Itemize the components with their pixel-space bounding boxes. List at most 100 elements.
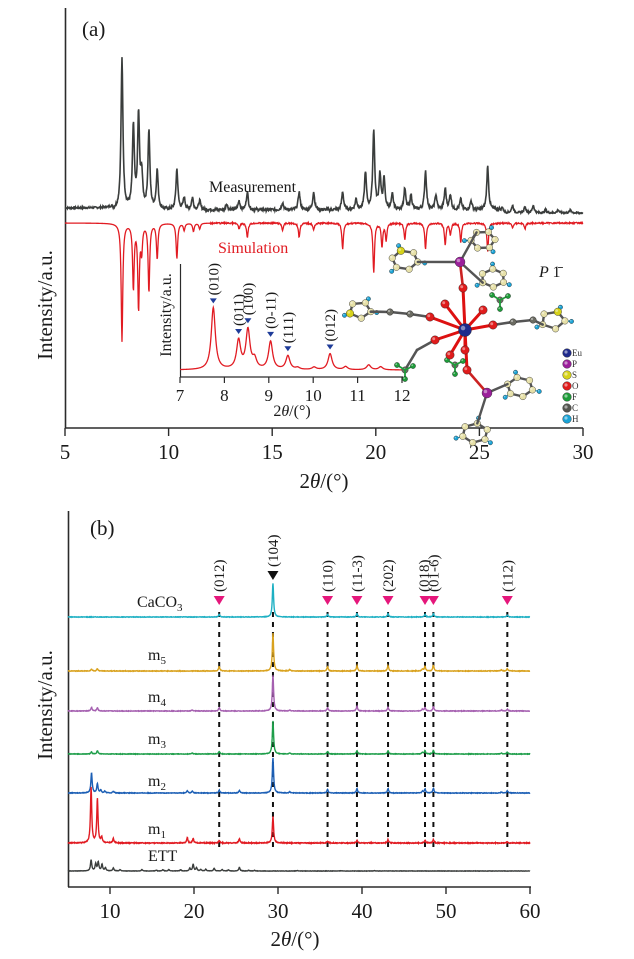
series-label-ett: ETT — [148, 848, 178, 865]
bond — [461, 286, 467, 332]
atom — [394, 362, 400, 368]
atom-highlight — [397, 244, 399, 246]
atom — [478, 305, 488, 315]
atom-highlight — [475, 245, 478, 249]
reflection-hkl-label: (010) — [206, 263, 222, 296]
atom — [519, 393, 527, 401]
atom-highlight — [490, 322, 494, 326]
atom-highlight — [490, 266, 493, 270]
simulation-label: Simulation — [218, 240, 288, 257]
atom-highlight — [483, 389, 488, 394]
measurement-series-line — [64, 57, 584, 216]
atom — [502, 394, 508, 400]
series-label-m4: m4 — [148, 689, 166, 709]
series-label-main: m — [148, 647, 161, 664]
atom-highlight — [490, 293, 493, 296]
atom-highlight — [359, 316, 362, 319]
atom — [536, 389, 542, 394]
reflection-hkl-label: (018) — [417, 560, 433, 593]
legend-label-f: F — [572, 392, 577, 402]
inset-x-tick-label: 7 — [176, 386, 185, 405]
panel-b-series — [67, 583, 531, 873]
bond — [458, 231, 478, 264]
atom — [481, 387, 493, 399]
atom — [402, 376, 408, 382]
atom — [490, 249, 496, 255]
series-line-m2 — [68, 757, 531, 795]
inset-simulation-line — [179, 304, 402, 371]
series-line-caco3 — [67, 583, 531, 619]
x-tick-label: 15 — [262, 440, 283, 464]
atom-highlight — [562, 318, 566, 322]
panel-a: (a) Intensity/a.u. 5 10 15 20 25 30 2θ/(°) Me… — [33, 8, 594, 493]
legend-swatch-highlight — [564, 394, 568, 398]
atom-highlight — [541, 311, 545, 315]
atom — [452, 371, 458, 377]
atom-highlight — [395, 363, 398, 366]
panel-b-x-axis-title: 2θ/(°) — [270, 927, 319, 951]
series-line-m1 — [67, 786, 531, 846]
bond — [403, 348, 419, 372]
atom — [460, 345, 470, 355]
atom — [405, 265, 413, 273]
series-label-subscript: 1 — [160, 829, 166, 841]
atom-highlight — [470, 440, 473, 443]
x-tick-label: 10 — [100, 899, 121, 923]
series-line-m5 — [67, 632, 531, 673]
atom — [529, 316, 537, 324]
atom-highlight — [506, 294, 509, 297]
atom-highlight — [363, 300, 366, 303]
atom-highlight — [394, 265, 397, 268]
atom-highlight — [447, 352, 451, 356]
atom-highlight — [507, 283, 510, 285]
x-tick-label: 20 — [365, 440, 386, 464]
reflection-hkl-label: (110) — [321, 560, 337, 592]
atom-highlight — [403, 377, 406, 380]
x-tick-label: 60 — [520, 899, 541, 923]
atom — [485, 244, 493, 252]
reflection-marker — [351, 596, 363, 605]
reflection-marker — [326, 344, 334, 350]
reflection-hkl-label: (012) — [323, 309, 339, 342]
atom — [462, 365, 472, 375]
atom — [458, 283, 468, 293]
atom-highlight — [555, 309, 559, 312]
atom — [481, 435, 489, 443]
panel-a-x-ticks: 5 10 15 20 25 30 — [60, 428, 594, 464]
atom-highlight — [491, 250, 494, 252]
atom-highlight — [398, 248, 402, 251]
atom-highlight — [445, 358, 448, 361]
atom-highlight — [343, 313, 345, 316]
inset-chart: Intensity/a.u. 7 8 9 10 11 12 2θ/(°) (010)(01… — [158, 263, 411, 420]
x-tick-label: 30 — [573, 440, 594, 464]
legend-label-o: O — [572, 381, 579, 391]
legend-swatch-highlight — [564, 350, 568, 354]
reflection-hkl-label: (202) — [381, 560, 397, 593]
atom — [505, 293, 511, 299]
atom — [458, 323, 472, 337]
series-label-subscript: 3 — [177, 602, 183, 614]
reflection-hkl-label: (100) — [241, 283, 257, 316]
atom-highlight — [559, 305, 561, 308]
atom-highlight — [498, 307, 501, 310]
atom — [488, 320, 498, 330]
atom-highlight — [460, 434, 463, 437]
reflection-marker — [427, 596, 439, 605]
atom-highlight — [462, 424, 466, 427]
atom — [460, 358, 466, 364]
atom-highlight — [432, 337, 436, 341]
reflection-marker — [213, 596, 225, 605]
atom — [540, 310, 548, 318]
legend-label-h: H — [572, 414, 579, 424]
atom-highlight — [491, 262, 493, 265]
inset-x-axis-title: 2θ/(°) — [273, 403, 310, 420]
atom-highlight — [464, 367, 468, 371]
atom — [489, 265, 497, 273]
atom-highlight — [537, 390, 540, 392]
panel-a-label: (a) — [82, 17, 105, 41]
series-label-m1: m1 — [148, 821, 166, 841]
atom — [386, 308, 394, 316]
reflection-marker — [209, 298, 217, 304]
legend-swatch-highlight — [564, 405, 568, 409]
atom — [500, 278, 508, 286]
